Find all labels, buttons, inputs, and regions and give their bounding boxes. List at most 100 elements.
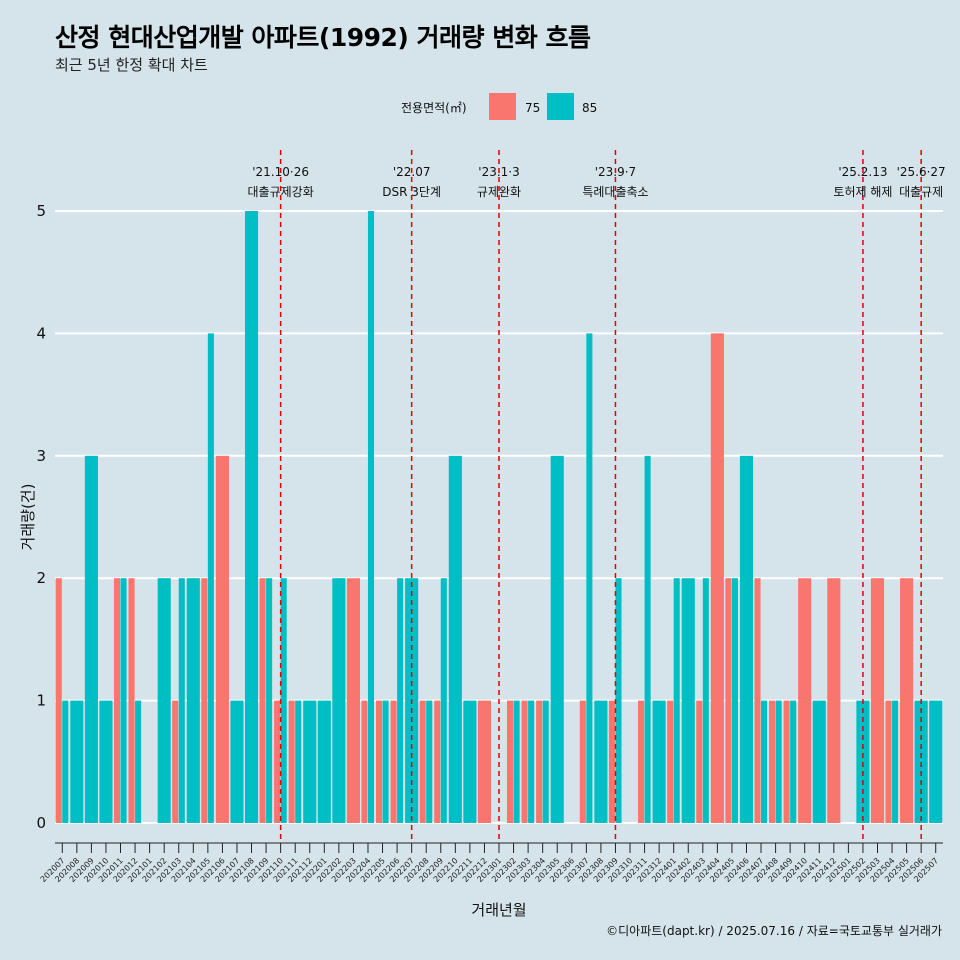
bar-85-202103: [178, 578, 185, 823]
bar-85-202401: [673, 578, 680, 823]
bar-75-202206: [390, 700, 397, 823]
y-tick-label: 5: [36, 202, 46, 220]
bar-85-202110: [280, 578, 287, 823]
bar-75-202404: [710, 333, 724, 823]
event-date: '23.9·7: [595, 165, 636, 179]
bar-75-202011: [113, 578, 121, 823]
bar-75-202302: [507, 700, 514, 823]
bar-85-202204: [367, 211, 375, 823]
bar-85-202311: [644, 455, 651, 823]
bar-75-202205: [375, 700, 383, 823]
bar-75-202311: [638, 700, 645, 823]
legend-label-75: 75: [525, 101, 540, 115]
bar-85-202411: [812, 700, 826, 823]
y-tick-label: 0: [36, 814, 46, 832]
bar-85-202008: [70, 700, 84, 823]
bar-75-202110: [274, 700, 281, 823]
bar-85-202104: [186, 578, 200, 823]
bar-85-202504: [892, 700, 899, 823]
event-label: 규제완화: [477, 185, 521, 199]
bar-75-202303: [521, 700, 528, 823]
bar-75-202304: [536, 700, 543, 823]
bar-85-202012: [135, 700, 142, 823]
bar-75-202309: [608, 700, 615, 823]
bar-75-202208: [419, 700, 426, 823]
bar-75-202503: [870, 578, 885, 823]
bar-85-202502: [856, 700, 870, 823]
event-label: 토허제 해제: [833, 185, 892, 199]
bar-85-202206: [397, 578, 404, 823]
bar-75-202307: [579, 700, 586, 823]
bar-75-202106: [215, 455, 229, 823]
event-label: 특례대출축소: [582, 185, 648, 199]
bar-85-202111: [295, 700, 302, 823]
bar-75-202012: [128, 578, 135, 823]
event-date: '25.6·27: [897, 165, 946, 179]
event-label: DSR 3단계: [382, 185, 441, 199]
bar-85-202210: [448, 455, 462, 823]
bar-85-202304: [542, 700, 549, 823]
bar-75-202105: [201, 578, 208, 823]
bar-75-202203: [346, 578, 360, 823]
bar-75-202505: [900, 578, 914, 823]
bar-85-202102: [157, 578, 171, 823]
bar-85-202205: [382, 700, 389, 823]
bar-85-202209: [440, 578, 447, 823]
bar-85-202409: [790, 700, 797, 823]
event-date: '23.1·3: [478, 165, 519, 179]
y-tick-label: 4: [36, 324, 46, 342]
y-tick-label: 1: [36, 692, 46, 710]
bar-75-202212: [477, 700, 491, 823]
legend-swatch-75: [489, 93, 516, 120]
bar-85-202406: [739, 455, 754, 823]
bar-85-202302: [513, 700, 520, 823]
bar-75-202409: [783, 700, 790, 823]
bar-85-202107: [230, 700, 244, 823]
bar-85-202202: [332, 578, 346, 823]
bar-85-202109: [266, 578, 273, 823]
source-caption: ©디아파트(dapt.kr) / 2025.07.16 / 자료=국토교통부 실…: [606, 924, 942, 938]
bar-85-202108: [244, 211, 259, 823]
event-label: 대출규제강화: [248, 185, 314, 199]
y-axis-title: 거래량(건): [19, 484, 37, 551]
bar-85-202009: [84, 455, 98, 823]
bar-85-202308: [594, 700, 608, 823]
bar-85-202010: [99, 700, 113, 823]
bar-85-202307: [586, 333, 593, 823]
bar-85-202507: [929, 700, 943, 823]
bar-85-202403: [702, 578, 709, 823]
bar-75-202007: [55, 578, 62, 823]
bar-85-202506: [914, 700, 928, 823]
bar-75-202403: [696, 700, 703, 823]
legend-swatch-85: [547, 93, 574, 120]
bar-75-202209: [434, 700, 441, 823]
bar-75-202111: [288, 700, 295, 823]
event-date: '25.2.13: [838, 165, 887, 179]
bar-85-202201: [317, 700, 331, 823]
bar-85-202402: [681, 578, 695, 823]
bar-85-202407: [761, 700, 768, 823]
bar-75-202103: [172, 700, 179, 823]
chart-subtitle: 최근 5년 한정 확대 차트: [55, 56, 208, 74]
event-date: '22.07: [393, 165, 431, 179]
bar-85-202309: [615, 578, 622, 823]
bar-85-202312: [652, 700, 666, 823]
chart-title: 산정 현대산업개발 아파트(1992) 거래량 변화 흐름: [55, 23, 591, 52]
bar-85-202007: [62, 700, 69, 823]
bar-75-202504: [885, 700, 892, 823]
bar-75-202204: [361, 700, 368, 823]
y-tick-label: 3: [36, 447, 46, 465]
x-axis-title: 거래년월: [471, 901, 526, 919]
legend-title: 전용면적(㎡): [401, 101, 467, 115]
bar-85-202208: [426, 700, 433, 823]
bar-75-202407: [754, 578, 761, 823]
bar-85-202112: [303, 700, 317, 823]
bar-85-202105: [207, 333, 214, 823]
bar-85-202011: [120, 578, 127, 823]
bar-75-202412: [827, 578, 841, 823]
bar-75-202401: [667, 700, 674, 823]
event-date: '21.10·26: [252, 165, 309, 179]
bar-75-202405: [725, 578, 732, 823]
event-label: 대출규제: [899, 185, 943, 199]
